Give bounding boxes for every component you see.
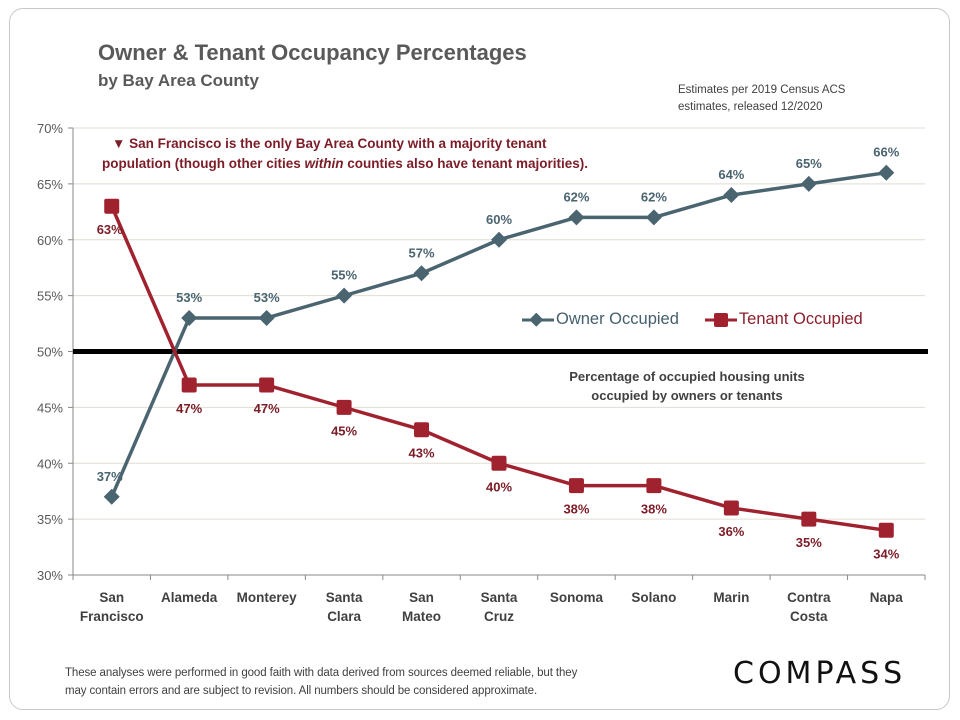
square-marker-icon xyxy=(704,312,737,327)
source-note-line2: estimates, released 12/2020 xyxy=(678,101,823,113)
tenant-data-label: 38% xyxy=(641,502,667,517)
owner-data-label: 55% xyxy=(331,268,357,283)
axis-note-line2: occupied by owners or tenants xyxy=(591,388,783,403)
axis-note-line1: Percentage of occupied housing units xyxy=(569,369,805,384)
owner-data-label: 53% xyxy=(254,290,280,305)
tenant-point-marker xyxy=(491,455,507,471)
chart-subtitle: by Bay Area County xyxy=(98,71,259,90)
owner-data-label: 53% xyxy=(176,290,202,305)
y-tick-label: 50% xyxy=(37,345,63,360)
tenant-data-label: 47% xyxy=(254,401,280,416)
annotation-line2-pre: population (though other cities xyxy=(102,156,305,171)
annotation-note: ▼ San Francisco is the only Bay Area Cou… xyxy=(102,134,642,174)
series-group xyxy=(103,164,895,538)
slide-frame xyxy=(9,8,950,710)
owner-data-label: 60% xyxy=(486,212,512,227)
owner-point-marker xyxy=(181,309,198,326)
annotation-line2-post: counties also have tenant majorities). xyxy=(343,156,589,171)
x-tick-label: Solano xyxy=(631,590,676,605)
disclaimer-line2: may contain errors and are subject to re… xyxy=(65,685,538,697)
source-note-line1: Estimates per 2019 Census ACS xyxy=(678,84,846,96)
x-tick-label: Napa xyxy=(870,590,904,605)
owner-point-marker xyxy=(645,209,662,226)
tenant-data-label: 38% xyxy=(563,502,589,517)
owner-point-marker xyxy=(878,164,895,181)
owner-point-marker xyxy=(568,209,585,226)
x-tick-label: Marin xyxy=(713,590,749,605)
tenant-point-marker xyxy=(336,399,352,415)
x-tick-label: Santa Cruz xyxy=(481,590,518,624)
owner-point-marker xyxy=(800,175,817,192)
disclaimer-line1: These analyses were performed in good fa… xyxy=(65,667,578,679)
y-tick-label: 65% xyxy=(37,177,63,192)
x-tick-label: San Francisco xyxy=(80,590,144,624)
tenant-point-marker xyxy=(414,422,430,438)
x-tick-label: Alameda xyxy=(161,590,218,605)
legend-item-tenant: Tenant Occupied xyxy=(704,310,863,329)
tenant-data-label: 36% xyxy=(718,524,744,539)
legend-item-owner: Owner Occupied xyxy=(522,310,679,329)
y-tick-label: 60% xyxy=(37,233,63,248)
annotation-line1: San Francisco is the only Bay Area Count… xyxy=(129,136,547,151)
legend-label-owner: Owner Occupied xyxy=(556,310,679,328)
owner-point-marker xyxy=(491,231,507,248)
tenant-data-label: 40% xyxy=(486,479,512,494)
legend-label-tenant: Tenant Occupied xyxy=(738,310,863,328)
owner-point-marker xyxy=(413,265,430,282)
x-tick-label: San Mateo xyxy=(402,590,441,624)
axis-note: Percentage of occupied housing units occ… xyxy=(552,367,822,405)
x-tick-label: Sonoma xyxy=(550,590,604,605)
diamond-marker-icon xyxy=(522,312,554,327)
tenant-point-marker xyxy=(568,478,584,494)
tenant-data-label: 47% xyxy=(176,401,202,416)
owner-data-label: 65% xyxy=(796,156,822,171)
tenant-data-label: 45% xyxy=(331,423,357,438)
y-tick-label: 70% xyxy=(37,121,63,136)
y-tick-label: 40% xyxy=(37,456,63,471)
y-tick-label: 35% xyxy=(37,512,63,527)
owner-data-label: 66% xyxy=(873,145,899,160)
disclaimer: These analyses were performed in good fa… xyxy=(65,664,577,700)
tenant-point-marker xyxy=(723,500,739,516)
annotation-line2-em: within xyxy=(304,156,344,171)
owner-data-label: 62% xyxy=(563,189,589,204)
source-note: Estimates per 2019 Census ACS estimates,… xyxy=(678,82,845,116)
tenant-point-marker xyxy=(104,198,120,214)
tenant-data-label: 63% xyxy=(97,222,123,237)
tenant-point-marker xyxy=(181,377,197,393)
compass-logo: COMPASS xyxy=(733,656,907,691)
tenant-point-marker xyxy=(878,522,894,538)
owner-data-label: 62% xyxy=(641,189,667,204)
x-tick-label: Contra Costa xyxy=(787,590,831,624)
chart-legend: Owner Occupied Tenant Occupied xyxy=(522,310,863,329)
tenant-point-marker xyxy=(259,377,275,393)
tenant-data-label: 34% xyxy=(873,546,899,561)
owner-point-marker xyxy=(103,488,120,505)
tenant-data-label: 35% xyxy=(796,535,822,550)
owner-point-marker xyxy=(723,187,740,204)
tenant-point-marker xyxy=(801,511,817,527)
owner-point-marker xyxy=(336,287,353,304)
tenant-data-label: 43% xyxy=(409,446,435,461)
y-tick-label: 45% xyxy=(37,400,63,415)
owner-point-marker xyxy=(258,309,275,326)
axes: 30% 35% 40% 45% 50% 55% 60% 65% 70% San Francisco A… xyxy=(37,121,926,624)
down-triangle-icon: ▼ xyxy=(112,136,126,151)
owner-data-label: 37% xyxy=(97,469,123,484)
x-tick-label: Santa Clara xyxy=(326,590,363,624)
y-tick-label: 55% xyxy=(37,289,63,304)
x-tick-label: Monterey xyxy=(237,590,298,605)
owner-data-label: 64% xyxy=(718,167,744,182)
tenant-point-marker xyxy=(646,478,662,494)
y-tick-label: 30% xyxy=(37,568,63,583)
data-labels: 37% 53% 53% 55% 57% 60% 62% 62% 64% 65% 66% 63% 47% 4… xyxy=(97,145,900,562)
owner-data-label: 57% xyxy=(409,245,435,260)
chart-title: Owner & Tenant Occupancy Percentages xyxy=(98,40,527,65)
